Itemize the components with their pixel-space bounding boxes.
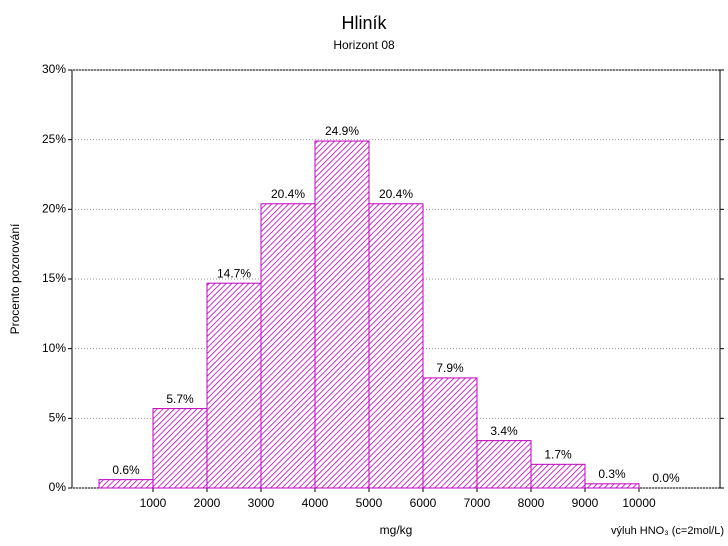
value-label: 0.0% <box>652 471 680 485</box>
value-label: 14.7% <box>217 266 251 280</box>
annotation: výluh HNO₃ (c=2mol/L) <box>611 525 724 537</box>
x-tick-label: 10000 <box>622 496 656 510</box>
chart-title: Hliník <box>341 13 387 33</box>
y-tick-label: 5% <box>49 411 67 425</box>
x-axis-label: mg/kg <box>380 523 413 537</box>
bar <box>152 408 208 489</box>
bar <box>584 483 640 489</box>
bar <box>530 463 586 489</box>
x-tick-label: 8000 <box>518 496 545 510</box>
y-tick-label: 10% <box>42 341 66 355</box>
y-tick-label: 0% <box>49 480 67 494</box>
x-tick-label: 1000 <box>140 496 167 510</box>
bar <box>260 203 316 489</box>
y-tick-label: 25% <box>42 132 66 146</box>
x-tick-label: 6000 <box>410 496 437 510</box>
bar <box>314 140 370 489</box>
x-tick-label: 3000 <box>248 496 275 510</box>
x-tick-label: 7000 <box>464 496 491 510</box>
bar <box>476 440 532 489</box>
x-tick-label: 4000 <box>302 496 329 510</box>
value-label: 20.4% <box>379 187 413 201</box>
bar <box>368 203 424 489</box>
bar <box>206 282 262 489</box>
value-label: 0.6% <box>112 463 140 477</box>
y-axis-label: Procento pozorování <box>8 223 22 334</box>
bar <box>422 377 478 489</box>
value-label: 1.7% <box>544 447 572 461</box>
x-tick-label: 9000 <box>572 496 599 510</box>
value-label: 0.3% <box>598 467 626 481</box>
value-label: 3.4% <box>490 424 518 438</box>
chart-subtitle: Horizont 08 <box>333 38 395 52</box>
y-tick-label: 30% <box>42 62 66 76</box>
x-tick-label: 2000 <box>194 496 221 510</box>
value-label: 24.9% <box>325 124 359 138</box>
y-tick-label: 20% <box>42 202 66 216</box>
value-label: 20.4% <box>271 187 305 201</box>
bar <box>98 479 154 489</box>
value-label: 7.9% <box>436 361 464 375</box>
x-tick-label: 5000 <box>356 496 383 510</box>
y-tick-label: 15% <box>42 271 66 285</box>
value-label: 5.7% <box>166 392 194 406</box>
